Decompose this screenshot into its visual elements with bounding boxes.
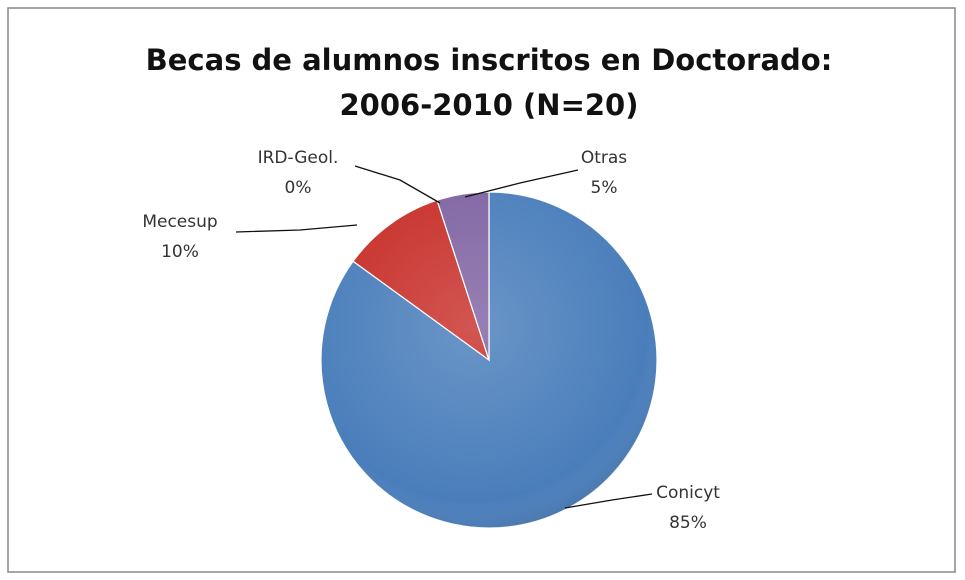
slice-label: IRD-Geol. xyxy=(258,148,339,168)
slice-value-label: 0% xyxy=(285,178,312,198)
chart-title: Becas de alumnos inscritos en Doctorado: xyxy=(146,43,833,77)
slice-value-label: 5% xyxy=(591,178,618,198)
slice-label: Otras xyxy=(581,148,627,168)
slice-value-label: 10% xyxy=(161,242,199,262)
leader-line xyxy=(464,169,579,198)
slice-value-label: 85% xyxy=(669,513,707,533)
leader-line xyxy=(354,165,441,204)
slice-label: Conicyt xyxy=(656,483,720,503)
leader-line xyxy=(235,224,358,233)
chart-title: 2006-2010 (N=20) xyxy=(340,88,639,122)
leader-line xyxy=(564,493,653,509)
slice-label: Mecesup xyxy=(142,212,217,232)
